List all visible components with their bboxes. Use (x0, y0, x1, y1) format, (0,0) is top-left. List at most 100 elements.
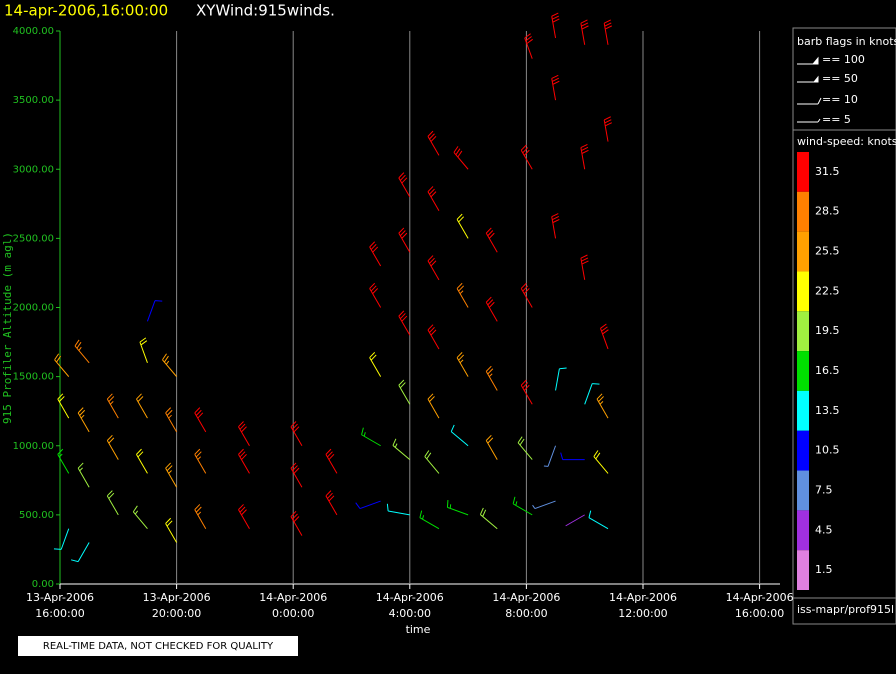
wind-barb (165, 517, 178, 543)
x-tick-label: 14-Apr-2006 (492, 591, 560, 604)
wind-barb (588, 510, 609, 530)
wind-barb (580, 254, 589, 280)
colorbar-label: 31.5 (815, 165, 840, 178)
flag-legend-title: barb flags in knots (797, 35, 896, 48)
note-box (18, 636, 298, 656)
wind-barb (136, 448, 148, 474)
wind-barb (453, 146, 469, 170)
x-tick-label: 8:00:00 (505, 607, 547, 620)
wind-barb (398, 227, 411, 253)
wind-barb (593, 450, 609, 474)
colorbar-label: 19.5 (815, 324, 840, 337)
wind-barb (512, 496, 533, 516)
wind-barb (419, 510, 440, 530)
x-tick-label: 16:00:00 (735, 607, 784, 620)
wind-barb (596, 393, 609, 419)
x-tick-label: 14-Apr-2006 (726, 591, 794, 604)
wind-barb (603, 19, 613, 45)
wind-barb (53, 528, 70, 550)
colorbar-label: 13.5 (815, 404, 840, 417)
wind-barb (77, 462, 90, 488)
wind-barb (57, 393, 70, 419)
colorbar-swatch (797, 430, 809, 471)
wind-barb (290, 462, 303, 488)
wind-barb (555, 367, 567, 391)
x-tick-label: 14-Apr-2006 (609, 591, 677, 604)
colorbar-label: 4.5 (815, 523, 833, 536)
wind-barb (520, 379, 533, 405)
wind-barb (74, 339, 90, 364)
y-tick-label: 1000.00 (13, 441, 54, 452)
wind-barb (520, 282, 533, 308)
wind-barb (600, 323, 609, 350)
wind-barb (456, 282, 469, 308)
wind-barb (386, 503, 410, 516)
colorbar-swatch (797, 510, 809, 551)
colorbar-label: 10.5 (815, 444, 840, 457)
wind-barb (456, 351, 469, 377)
x-tick-label: 4:00:00 (389, 607, 431, 620)
flag-legend-entry: == 100 (822, 53, 865, 66)
wind-barb (565, 514, 585, 527)
y-tick-label: 2500.00 (13, 233, 54, 244)
colorbar-label: 25.5 (815, 245, 840, 258)
wind-barb (77, 407, 90, 433)
wind-barb (603, 116, 613, 142)
y-tick-label: 3500.00 (13, 95, 54, 106)
wind-barb (290, 421, 303, 446)
wind-barb (427, 186, 440, 211)
colorbar-label: 28.5 (815, 205, 840, 218)
wind-barb (325, 490, 338, 516)
x-tick-label: 13-Apr-2006 (26, 591, 94, 604)
wind-barb (194, 504, 207, 529)
wind-barb (551, 213, 560, 239)
wind-barb (290, 510, 303, 536)
x-tick-label: 14-Apr-2006 (376, 591, 444, 604)
wind-barb (54, 353, 70, 377)
colorbar-swatch (797, 231, 809, 272)
wind-barb (146, 300, 163, 322)
wind-barb (369, 351, 382, 377)
source-label: iss-mapr/prof915l (797, 603, 894, 616)
flag-legend-icons (797, 56, 822, 123)
wind-barb (70, 542, 90, 563)
wind-barb (398, 310, 411, 336)
wind-barb (450, 424, 469, 447)
wind-barb (355, 500, 381, 510)
colorbar-swatch (797, 390, 809, 431)
wind-barb (398, 172, 411, 198)
x-tick-label: 14-Apr-2006 (259, 591, 327, 604)
wind-barb (139, 337, 148, 363)
wind-barb (238, 421, 250, 446)
wind-barb (369, 282, 382, 308)
wind-barb (485, 296, 498, 322)
wind-barb (485, 227, 498, 253)
wind-barb (106, 490, 119, 516)
y-tick-label: 4000.00 (13, 26, 54, 37)
wind-barb (427, 393, 440, 419)
colorbar-swatch (797, 271, 809, 312)
wind-barb (392, 438, 411, 460)
x-tick-label: 13-Apr-2006 (143, 591, 211, 604)
colorbar-swatch (797, 311, 809, 352)
colorbar-swatch (797, 191, 809, 232)
wind-barb (194, 448, 207, 474)
x-tick-label: 20:00:00 (152, 607, 201, 620)
wind-barb (427, 255, 440, 281)
flag-legend-entry: == 5 (822, 113, 851, 126)
side-panel (792, 27, 896, 625)
wind-barb (584, 383, 600, 405)
wind-barb (560, 452, 585, 461)
wind-barb (551, 12, 560, 38)
wind-barb (520, 144, 533, 170)
wind-barb (361, 427, 381, 447)
wind-barb (136, 393, 148, 419)
wind-barb (524, 33, 533, 59)
wind-barb (398, 379, 411, 405)
wind-barb (580, 19, 589, 45)
flag-legend-entry: == 10 (822, 93, 858, 106)
y-tick-label: 0.00 (32, 579, 54, 590)
colorbar-swatch (797, 550, 809, 590)
wind-barb (456, 213, 469, 239)
